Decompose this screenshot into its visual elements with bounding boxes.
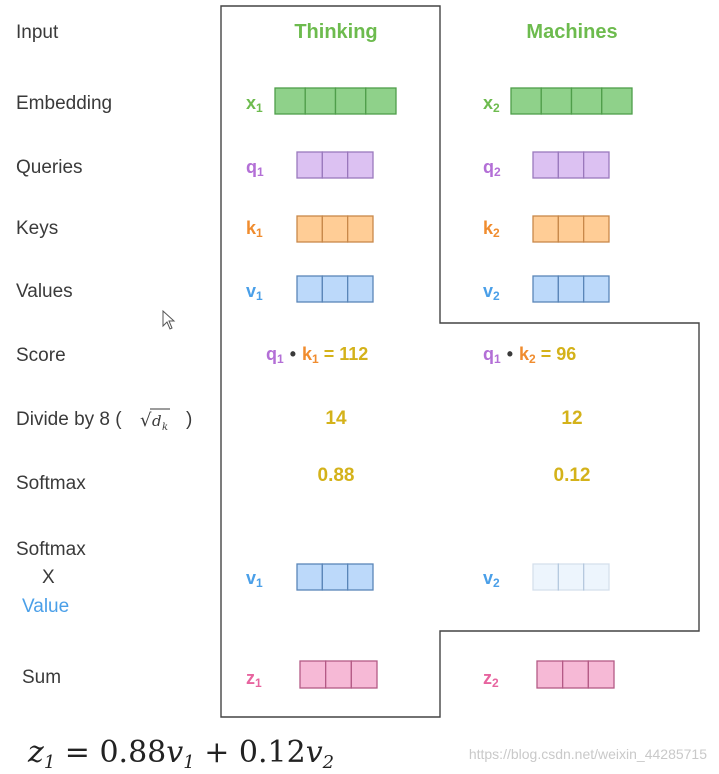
softmax-score-2: 0.12 <box>554 465 591 486</box>
value-label-v2: v2 <box>483 281 500 303</box>
query-label-q1: q1 <box>246 157 264 179</box>
vector-cell <box>587 660 615 689</box>
embedding-vector-x2 <box>510 87 633 115</box>
sum-vector-z1 <box>299 660 378 689</box>
vector-cell <box>583 563 610 591</box>
mouse-cursor-icon <box>162 309 176 330</box>
vector-cell <box>540 87 573 115</box>
vector-cell <box>325 660 352 689</box>
vector-cell <box>321 215 349 243</box>
vector-cell <box>296 215 323 243</box>
key-label-k2: k2 <box>483 218 500 240</box>
vector-cell <box>347 151 374 179</box>
vector-cell <box>365 87 397 115</box>
vector-cell <box>562 660 589 689</box>
weighted-value-label-v1: v1 <box>246 568 263 590</box>
query-vector-q1 <box>296 151 374 179</box>
svg-text:): ) <box>186 409 192 430</box>
svg-text:√: √ <box>140 410 152 431</box>
vector-cell <box>274 87 306 115</box>
value-vector-v1 <box>296 275 374 303</box>
row-label-value: Value <box>22 596 69 617</box>
vector-cell <box>296 275 323 303</box>
vector-cell <box>296 563 323 591</box>
svg-text:d: d <box>152 412 162 430</box>
score-expression-1: q1 • k1 = 112 <box>266 344 368 366</box>
vector-cell <box>557 151 585 179</box>
embedding-label-x1: x1 <box>246 93 263 115</box>
sum-vector-z2 <box>536 660 615 689</box>
vector-cell <box>334 87 367 115</box>
vector-cell <box>350 660 378 689</box>
vector-cell <box>601 87 633 115</box>
row-label-keys: Keys <box>16 218 58 239</box>
row-label-score: Score <box>16 345 66 366</box>
watermark-url: https://blog.csdn.net/weixin_44285715 <box>469 746 707 762</box>
vector-cell <box>536 660 564 689</box>
sum-label-z2: z2 <box>483 668 499 690</box>
vector-cell <box>347 563 374 591</box>
column-thinking: Thinking x1 q1 k1 v1 q1 • k1 = 112 14 0.88 v… <box>246 21 397 690</box>
vector-cell <box>557 215 585 243</box>
row-label-times-sign: X <box>42 567 55 588</box>
score-expression-2: q1 • k2 = 96 <box>483 344 576 366</box>
svg-text:Divide by 8 (: Divide by 8 ( <box>16 409 122 430</box>
vector-cell <box>583 275 610 303</box>
row-label-queries: Queries <box>16 157 83 178</box>
key-vector-k2 <box>532 215 610 243</box>
vector-cell <box>299 660 327 689</box>
vector-cell <box>557 275 585 303</box>
vector-cell <box>321 275 349 303</box>
vector-cell <box>532 215 559 243</box>
vector-cell <box>583 151 610 179</box>
sum-formula: z1 = 0.88v1 + 0.12v2 <box>27 735 334 773</box>
svg-text:k: k <box>162 422 168 433</box>
softmax-score-1: 0.88 <box>318 465 355 486</box>
query-label-q2: q2 <box>483 157 501 179</box>
column-frame <box>220 5 700 718</box>
vector-cell <box>510 87 542 115</box>
column-machines: Machines x2 q2 k2 v2 q1 • k2 = 96 12 0.12 v2… <box>483 21 633 690</box>
vector-cell <box>321 151 349 179</box>
vector-cell <box>570 87 603 115</box>
value-vector-v2 <box>532 275 610 303</box>
weighted-value-label-v2: v2 <box>483 568 500 590</box>
vector-cell <box>583 215 610 243</box>
vector-cell <box>347 215 374 243</box>
vector-cell <box>532 563 559 591</box>
weighted-value-vector-v1 <box>296 563 374 591</box>
vector-cell <box>296 151 323 179</box>
key-vector-k1 <box>296 215 374 243</box>
row-label-softmax-times: Softmax <box>16 539 86 560</box>
embedding-vector-x1 <box>274 87 397 115</box>
row-label-embedding: Embedding <box>16 93 112 114</box>
column-word-machines: Machines <box>526 21 617 43</box>
vector-cell <box>532 151 559 179</box>
row-label-sum: Sum <box>22 667 61 688</box>
vector-cell <box>304 87 337 115</box>
vector-cell <box>532 275 559 303</box>
vector-cell <box>321 563 349 591</box>
sum-label-z1: z1 <box>246 668 262 690</box>
row-label-input: Input <box>16 22 59 43</box>
row-label-divide: Divide by 8 ( √ d k ) <box>16 408 192 433</box>
query-vector-q2 <box>532 151 610 179</box>
row-label-softmax: Softmax <box>16 473 86 494</box>
divided-score-2: 12 <box>561 408 582 429</box>
weighted-value-vector-v2 <box>532 563 610 591</box>
embedding-label-x2: x2 <box>483 93 500 115</box>
vector-cell <box>347 275 374 303</box>
column-word-thinking: Thinking <box>294 21 377 43</box>
divided-score-1: 14 <box>325 408 347 429</box>
value-label-v1: v1 <box>246 281 263 303</box>
vector-cell <box>557 563 585 591</box>
key-label-k1: k1 <box>246 218 263 240</box>
row-label-values: Values <box>16 281 73 302</box>
